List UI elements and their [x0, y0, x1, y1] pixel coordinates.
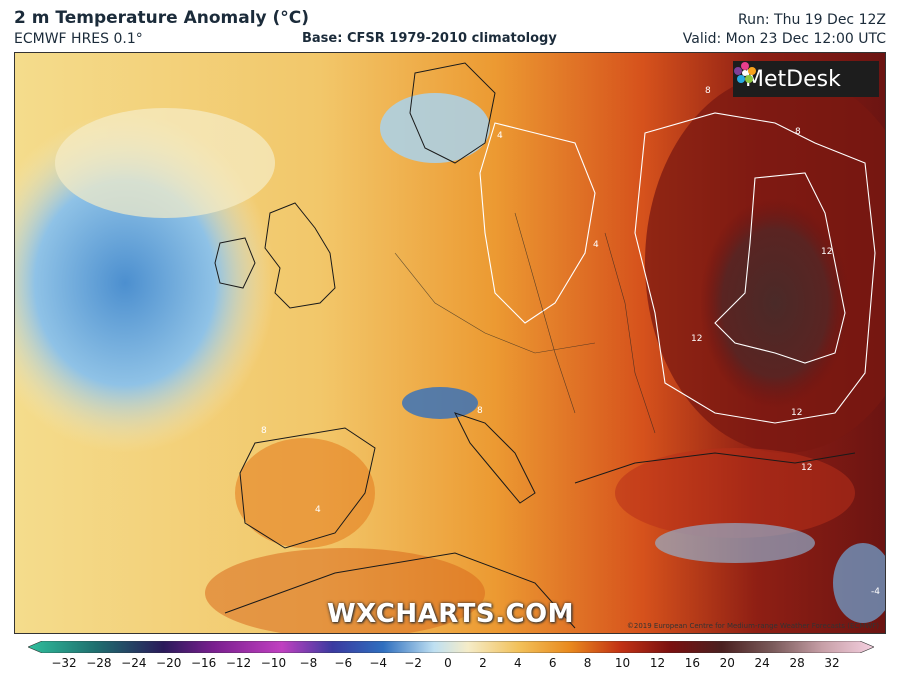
map-canvas — [15, 53, 885, 633]
black-sea-coast — [574, 452, 856, 484]
border-line-1 — [394, 252, 596, 354]
scale-tick-label: 0 — [444, 656, 452, 670]
scale-tick-label: −6 — [334, 656, 353, 670]
scale-tick-label: 12 — [649, 656, 666, 670]
contour-label: -4 — [871, 587, 880, 597]
scale-tick-label: −20 — [156, 656, 182, 670]
alps-cold-anomaly — [402, 387, 478, 419]
scale-tick-label: 24 — [754, 656, 770, 670]
scale-tick-label: −16 — [190, 656, 217, 670]
norway-cold-anomaly — [380, 93, 490, 163]
contour-label: 4 — [315, 505, 321, 515]
metdesk-flower-icon — [734, 62, 756, 83]
scale-tick-label: −32 — [51, 656, 77, 670]
scale-tick-label: −10 — [260, 656, 287, 670]
scale-tick-label: −2 — [404, 656, 422, 670]
copyright-notice: ©2019 European Centre for Medium-range W… — [626, 622, 879, 630]
scale-tick-label: 32 — [824, 656, 840, 670]
contour-label: 12 — [691, 334, 703, 344]
wxcharts-watermark: WXCHARTS.COM — [327, 599, 575, 629]
valid-time: Valid: Mon 23 Dec 12:00 UTC — [682, 31, 886, 47]
border-line-2 — [514, 212, 576, 414]
border-line-3 — [604, 232, 656, 434]
model-name: ECMWF HRES 0.1° — [14, 31, 143, 47]
north-africa-warm-anomaly — [205, 548, 485, 633]
scale-tick-label: −24 — [121, 656, 147, 670]
contour-label: 8 — [261, 426, 267, 436]
coastlines — [214, 62, 856, 629]
turkey-warm-anomaly — [615, 448, 855, 538]
italy-outline — [454, 412, 536, 504]
ireland-outline — [214, 237, 256, 289]
contour-lines — [479, 112, 876, 424]
contour-12 — [714, 172, 846, 364]
scale-tick-label: −4 — [369, 656, 388, 670]
scale-tick-label: 28 — [789, 656, 805, 670]
scale-tick-label: 4 — [513, 656, 522, 670]
scale-tick-label: 20 — [719, 656, 735, 670]
anomaly-map: 12 12 12 12 8 8 4 4 8 8 4 -4 MetDesk WXC… — [14, 52, 886, 634]
contour-label: 4 — [593, 240, 599, 250]
russia-hot-core — [700, 198, 850, 408]
scale-tick-label: 16 — [684, 656, 700, 670]
iberia-outline — [239, 427, 376, 549]
color-scale-gradient — [28, 641, 874, 653]
chart-title: 2 m Temperature Anomaly (°C) — [14, 8, 310, 28]
scale-tick-label: 2 — [479, 656, 487, 670]
contour-label: 4 — [497, 131, 503, 141]
middle-east-cold-anomaly — [833, 543, 885, 623]
iberia-warm-anomaly — [235, 438, 375, 548]
run-time: Run: Thu 19 Dec 12Z — [738, 12, 886, 28]
north-africa-coast — [224, 552, 576, 629]
scale-tick-label: 8 — [583, 656, 592, 670]
contour-label: 12 — [791, 408, 803, 418]
metdesk-logo-text: MetDesk — [745, 66, 841, 92]
contour-label: 8 — [477, 406, 483, 416]
color-scale-ticks: −32 −28 −24 −20 −16 −12 −10 −8 −6 −4 −2 0 2 4 6 8 10 12 16… — [0, 656, 900, 676]
east-med-cold-anomaly — [655, 523, 815, 563]
contour-label: 12 — [801, 463, 813, 473]
country-borders — [394, 212, 656, 434]
contour-4 — [479, 122, 596, 324]
color-scale-bar — [28, 641, 874, 653]
scandinavia-outline — [409, 62, 496, 164]
base-climatology: Base: CFSR 1979-2010 climatology — [302, 31, 557, 46]
scale-tick-label: −12 — [225, 656, 252, 670]
scale-tick-label: 6 — [548, 656, 557, 670]
contour-label: 8 — [795, 127, 801, 137]
contour-8 — [634, 112, 876, 424]
scale-tick-label: 10 — [614, 656, 631, 670]
scale-tick-label: −28 — [86, 656, 112, 670]
britain-outline — [264, 202, 336, 309]
scale-tick-label: −8 — [299, 656, 318, 670]
atlantic-neutral-zone — [55, 108, 275, 218]
contour-label: 12 — [821, 247, 833, 257]
metdesk-logo: MetDesk — [733, 61, 879, 97]
contour-label: 8 — [705, 86, 711, 96]
